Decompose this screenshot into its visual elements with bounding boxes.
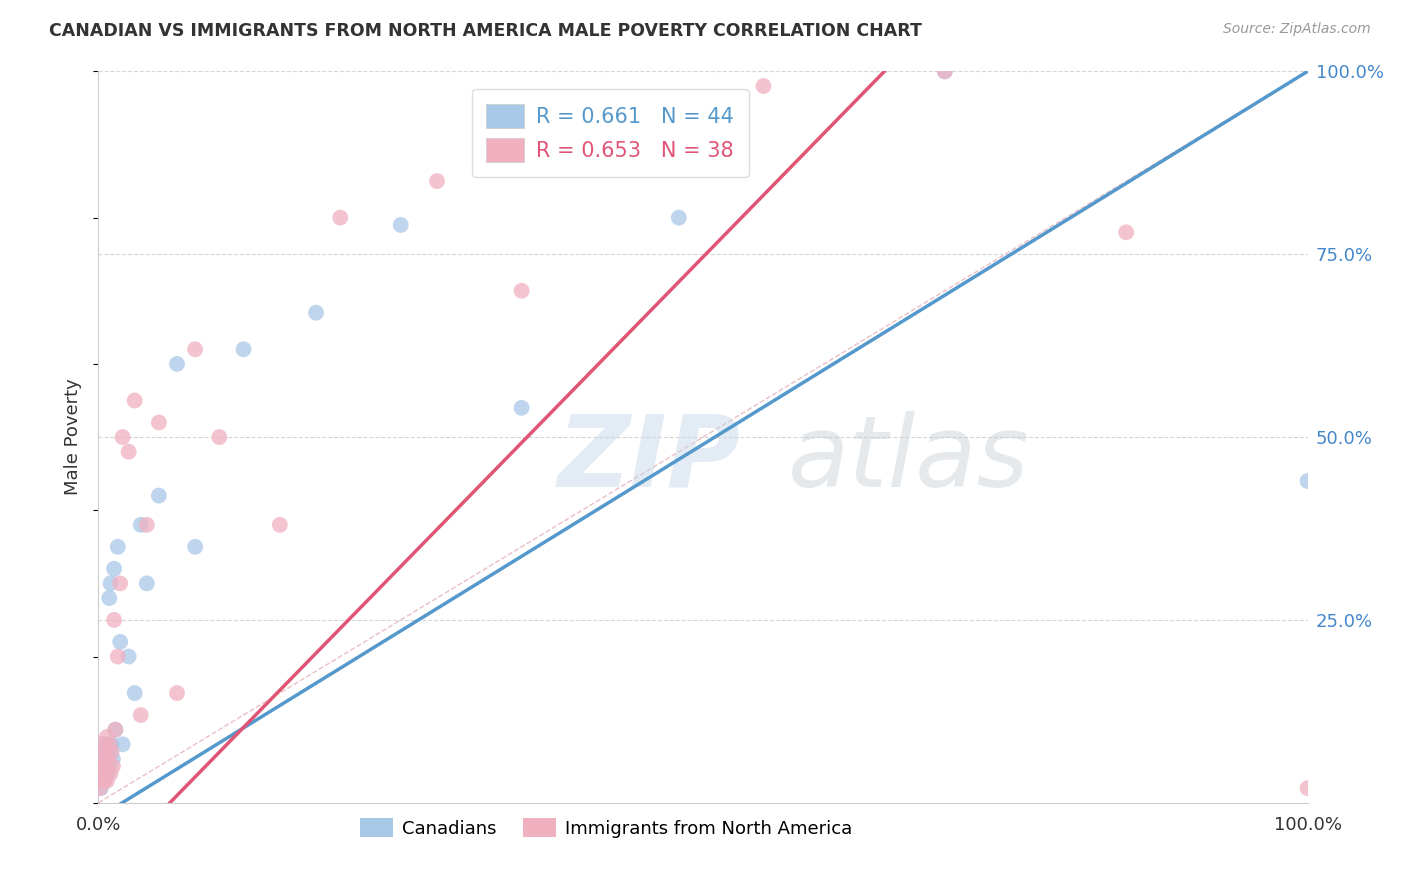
Point — [90, 752, 112, 766]
Point — [129, 517, 152, 532]
Point — [91, 759, 114, 773]
Text: atlas: atlas — [787, 410, 1029, 508]
Point — [90, 766, 112, 780]
Point — [124, 393, 146, 408]
Point — [97, 766, 120, 780]
Point — [510, 284, 533, 298]
Point — [94, 766, 117, 780]
Point — [90, 781, 112, 796]
Point — [100, 745, 122, 759]
Point — [90, 752, 112, 766]
Point — [148, 489, 170, 503]
Point — [389, 218, 412, 232]
Point — [91, 745, 114, 759]
Point — [148, 416, 170, 430]
Point — [93, 759, 115, 773]
Point — [166, 686, 188, 700]
Point — [97, 752, 120, 766]
Point — [108, 635, 131, 649]
Point — [184, 540, 207, 554]
Point — [107, 649, 129, 664]
Point — [104, 723, 127, 737]
Point — [103, 613, 125, 627]
Point — [96, 759, 118, 773]
Point — [91, 737, 114, 751]
Point — [101, 752, 124, 766]
Point — [100, 766, 122, 780]
Point — [100, 576, 122, 591]
Point — [91, 759, 114, 773]
Point — [934, 64, 956, 78]
Point — [135, 517, 157, 532]
Point — [91, 766, 114, 780]
Point — [89, 773, 111, 788]
Point — [103, 562, 125, 576]
Point — [1296, 474, 1319, 488]
Point — [89, 781, 111, 796]
Point — [752, 78, 775, 93]
Y-axis label: Male Poverty: Male Poverty — [65, 379, 83, 495]
Point — [97, 752, 120, 766]
Point — [96, 773, 118, 788]
Point — [232, 343, 254, 357]
Point — [98, 591, 121, 605]
Text: CANADIAN VS IMMIGRANTS FROM NORTH AMERICA MALE POVERTY CORRELATION CHART: CANADIAN VS IMMIGRANTS FROM NORTH AMERIC… — [49, 22, 922, 40]
Point — [208, 430, 231, 444]
Point — [1296, 781, 1319, 796]
Point — [90, 766, 112, 780]
Point — [96, 730, 118, 744]
Point — [108, 576, 131, 591]
Point — [98, 759, 121, 773]
Point — [184, 343, 207, 357]
Point — [118, 649, 141, 664]
Point — [329, 211, 352, 225]
Point — [129, 708, 152, 723]
Point — [96, 737, 118, 751]
Legend: Canadians, Immigrants from North America: Canadians, Immigrants from North America — [353, 811, 859, 845]
Point — [91, 737, 114, 751]
Point — [111, 430, 134, 444]
Point — [93, 773, 115, 788]
Point — [166, 357, 188, 371]
Point — [100, 745, 122, 759]
Point — [124, 686, 146, 700]
Point — [668, 211, 690, 225]
Point — [269, 517, 291, 532]
Point — [93, 745, 115, 759]
Point — [1115, 225, 1137, 239]
Point — [94, 752, 117, 766]
Text: Source: ZipAtlas.com: Source: ZipAtlas.com — [1223, 22, 1371, 37]
Point — [426, 174, 449, 188]
Point — [135, 576, 157, 591]
Point — [101, 759, 124, 773]
Point — [107, 540, 129, 554]
Point — [100, 737, 122, 751]
Point — [118, 444, 141, 458]
Point — [94, 759, 117, 773]
Point — [111, 737, 134, 751]
Point — [104, 723, 127, 737]
Point — [91, 773, 114, 788]
Point — [89, 759, 111, 773]
Text: ZIP: ZIP — [558, 410, 741, 508]
Point — [305, 306, 328, 320]
Point — [934, 64, 956, 78]
Point — [98, 737, 121, 751]
Point — [93, 773, 115, 788]
Point — [595, 123, 617, 137]
Point — [510, 401, 533, 415]
Point — [93, 745, 115, 759]
Point — [91, 773, 114, 788]
